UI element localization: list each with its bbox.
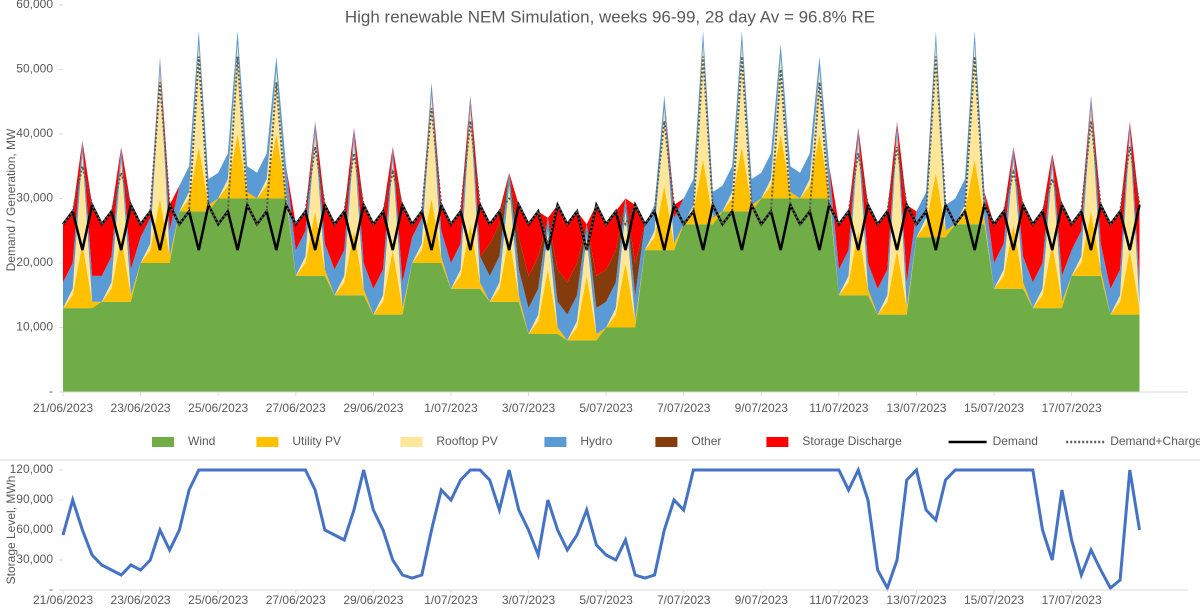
y-tick-label: 30,000 xyxy=(16,552,53,566)
y-tick-label: 60,000 xyxy=(16,0,53,11)
line xyxy=(62,56,1141,251)
line xyxy=(62,201,1141,251)
legend-label: Hydro xyxy=(580,434,612,448)
legend-swatch xyxy=(655,437,678,447)
legend-swatch xyxy=(544,437,567,447)
y-tick-label: 20,000 xyxy=(16,255,53,269)
x-tick-label: 27/06/2023 xyxy=(266,401,326,415)
legend-label: Storage Discharge xyxy=(802,434,902,448)
x-tick-label: 7/07/2023 xyxy=(657,593,711,607)
x-tick-label: 23/06/2023 xyxy=(111,593,171,607)
y-tick-label: 60,000 xyxy=(16,522,53,536)
y-tick-label: 40,000 xyxy=(16,126,53,140)
area xyxy=(63,30,1140,289)
x-tick-label: 17/07/2023 xyxy=(1042,593,1102,607)
y-tick-label: - xyxy=(49,582,53,596)
y-tick-label: 30,000 xyxy=(16,191,53,205)
x-tick-label: 29/06/2023 xyxy=(343,401,403,415)
legend-label: Demand xyxy=(993,434,1038,448)
x-tick-label: 17/07/2023 xyxy=(1042,401,1102,415)
area xyxy=(63,198,1140,392)
x-tick-label: 27/06/2023 xyxy=(266,593,326,607)
legend-label: Utility PV xyxy=(292,434,341,448)
legend-label: Rooftop PV xyxy=(436,434,497,448)
line xyxy=(61,465,1141,592)
legend-swatch xyxy=(400,437,423,447)
x-tick-label: 23/06/2023 xyxy=(111,401,171,415)
y-tick-label: 90,000 xyxy=(16,492,53,506)
y-tick-label: 50,000 xyxy=(16,62,53,76)
x-tick-label: 15/07/2023 xyxy=(964,593,1024,607)
chart-title: High renewable NEM Simulation, weeks 96-… xyxy=(345,7,875,26)
x-tick-label: 15/07/2023 xyxy=(964,401,1024,415)
legend-label: Wind xyxy=(188,434,215,448)
y-tick-label: 10,000 xyxy=(16,320,53,334)
area xyxy=(63,134,1140,341)
x-tick-label: 1/07/2023 xyxy=(424,593,478,607)
x-tick-label: 1/07/2023 xyxy=(424,401,478,415)
x-tick-label: 29/06/2023 xyxy=(343,593,403,607)
x-tick-label: 3/07/2023 xyxy=(502,401,556,415)
x-tick-label: 21/06/2023 xyxy=(33,593,93,607)
x-tick-label: 5/07/2023 xyxy=(579,593,633,607)
x-tick-label: 7/07/2023 xyxy=(657,401,711,415)
x-tick-label: 25/06/2023 xyxy=(188,401,248,415)
legend-label: Other xyxy=(691,434,721,448)
x-tick-label: 5/07/2023 xyxy=(579,401,633,415)
legend-label: Demand+Charge xyxy=(1110,434,1200,448)
x-tick-label: 25/06/2023 xyxy=(188,593,248,607)
y-axis-label: Storage Level, MWh xyxy=(4,476,18,585)
x-tick-label: 11/07/2023 xyxy=(809,593,868,607)
legend-swatch xyxy=(152,437,174,447)
legend-swatch xyxy=(256,437,279,447)
x-tick-label: 9/07/2023 xyxy=(735,401,789,415)
x-tick-label: 11/07/2023 xyxy=(809,401,868,415)
y-tick-label: 120,000 xyxy=(10,462,54,476)
y-axis-label: Demand / Generation, MW xyxy=(4,128,18,271)
y-tick-label: - xyxy=(49,384,53,398)
x-tick-label: 3/07/2023 xyxy=(502,593,556,607)
x-tick-label: 21/06/2023 xyxy=(33,401,93,415)
x-tick-label: 13/07/2023 xyxy=(886,401,946,415)
legend-swatch xyxy=(766,437,789,447)
x-tick-label: 13/07/2023 xyxy=(886,593,946,607)
x-tick-label: 9/07/2023 xyxy=(735,593,789,607)
